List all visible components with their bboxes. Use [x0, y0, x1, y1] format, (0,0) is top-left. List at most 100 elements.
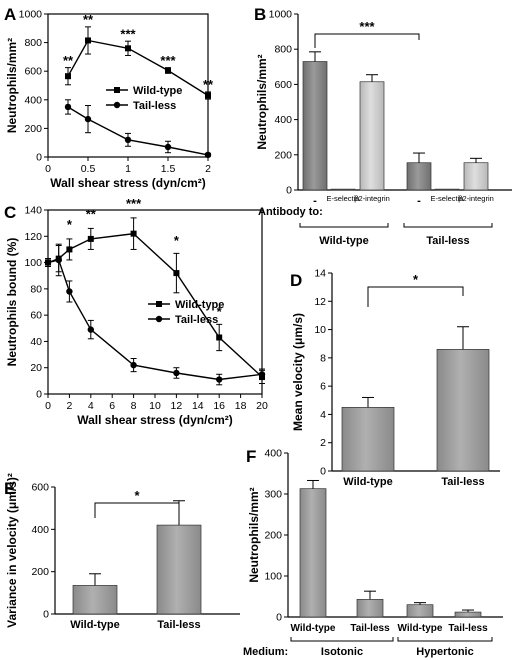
bars [72, 500, 202, 615]
series-wild-type [45, 217, 265, 384]
group-label: Hypertonic [416, 646, 473, 658]
panel-label-e: E [4, 479, 15, 498]
y-tick-label: 100 [264, 571, 282, 583]
y-tick-label: 60 [30, 310, 42, 322]
x-axis-title: Wall shear stress (dyn/cm²) [50, 176, 206, 190]
x-tick-label: 20 [256, 400, 268, 412]
axis-caption: Antibody to: [258, 206, 323, 218]
legend-marker [156, 301, 162, 307]
panel-label-d: D [290, 271, 302, 290]
chart-panel-b: B 0 200 400 600 800 1000 Neutrophils/mm² - E-sele… [254, 5, 512, 247]
significance-bracket [314, 33, 420, 48]
series-tail-less [64, 99, 212, 159]
y-tick-label: 200 [31, 566, 49, 578]
significance-marker: * [67, 217, 73, 232]
y-tick-label: 4 [320, 409, 326, 421]
y-axis-title: Variance in velocity (μm/s)² [5, 473, 19, 628]
bar [463, 162, 489, 191]
y-tick-label: 140 [24, 205, 42, 217]
y-tick-label: 200 [264, 530, 282, 542]
data-point [164, 143, 172, 151]
y-tick-label: 10 [314, 324, 326, 336]
x-category-label: Tail-less [157, 619, 200, 631]
y-tick-label: 200 [24, 123, 42, 135]
significance-marker: * [174, 233, 180, 248]
chart-panel-e: E 0 200 400 600 Variance in velocity (μm/s)² W… [4, 473, 240, 631]
data-point [125, 45, 131, 52]
significance-marker: *** [359, 19, 375, 34]
x-tick-label: 1.5 [161, 163, 176, 175]
significance-bracket [94, 502, 180, 518]
y-tick-label: 0 [43, 609, 49, 621]
x-tick-label: 0 [45, 163, 51, 175]
series-wild-type [65, 26, 211, 100]
bar [356, 599, 384, 618]
significance-marker: * [217, 304, 223, 319]
y-axis-title: Neutrophils/mm² [255, 54, 269, 149]
bar [72, 585, 118, 615]
x-tick-label: 12 [171, 400, 183, 412]
significance-marker: ** [203, 77, 214, 92]
x-tick-label: 0.5 [81, 163, 96, 175]
significance-marker: *** [160, 53, 176, 68]
series-tail-less [44, 243, 266, 386]
y-tick-label: 400 [274, 114, 292, 126]
data-point [216, 334, 223, 341]
significance-marker: *** [120, 26, 136, 41]
y-tick-label: 600 [274, 79, 292, 91]
x-category-label: E-selectin [431, 194, 464, 203]
chart-panel-f: F 0 100 200 300 400 Neutrophils/mm² Wild-type Ta… [243, 447, 503, 658]
bar [406, 604, 434, 618]
significance-marker: * [413, 272, 419, 287]
y-axis-title: Neutrophils/mm² [247, 487, 261, 582]
axis-caption: Medium: [243, 646, 288, 658]
y-tick-label: 0 [36, 152, 42, 164]
y-tick-label: 14 [314, 268, 326, 280]
y-tick-label: 0 [320, 466, 326, 478]
y-tick-label: 600 [31, 482, 49, 494]
y-axis-title: Neutrophils/mm² [5, 38, 19, 133]
significance-marker: *** [126, 196, 142, 211]
y-tick-label: 80 [30, 283, 42, 295]
x-category-label: Wild-type [70, 619, 119, 631]
significance-marker: * [134, 488, 140, 503]
significance-marker: ** [63, 53, 74, 68]
data-point [258, 371, 266, 378]
series-line [47, 232, 263, 378]
data-point [84, 115, 92, 123]
bars [341, 326, 490, 472]
y-tick-label: 0 [36, 389, 42, 401]
data-point [87, 326, 95, 333]
bar [156, 524, 202, 615]
group-bracket [290, 637, 394, 642]
group-label: Tail-less [426, 235, 469, 247]
panel-label-a: A [4, 5, 16, 24]
x-category-label: Wild-type [343, 476, 392, 488]
significance-marker: ** [86, 207, 97, 222]
bar [341, 407, 395, 472]
data-point [173, 369, 180, 377]
legend-marker [113, 101, 121, 109]
panel-label-b: B [254, 5, 266, 24]
group-label: Isotonic [321, 646, 363, 658]
legend-marker [114, 87, 120, 93]
plot-frame [47, 209, 263, 395]
data-point [165, 67, 171, 74]
y-tick-label: 800 [24, 37, 42, 49]
y-axis-title: Neutrophils bound (%) [5, 238, 19, 367]
bars [302, 51, 489, 191]
x-axis-title: Wall shear stress (dyn/cm²) [77, 413, 233, 427]
bars [299, 479, 482, 618]
group-bracket [403, 223, 493, 228]
y-tick-label: 20 [30, 362, 42, 374]
bar [302, 61, 328, 191]
legend-entry: Wild-type [133, 85, 182, 97]
y-tick-label: 400 [24, 94, 42, 106]
series-line [47, 259, 263, 381]
bar [436, 349, 490, 472]
y-tick-label: 100 [24, 257, 42, 269]
data-point [173, 270, 180, 277]
x-category-label: β2-integrin [458, 194, 494, 203]
bar [299, 488, 327, 618]
y-axis-title: Mean velocity (μm/s) [291, 313, 305, 431]
